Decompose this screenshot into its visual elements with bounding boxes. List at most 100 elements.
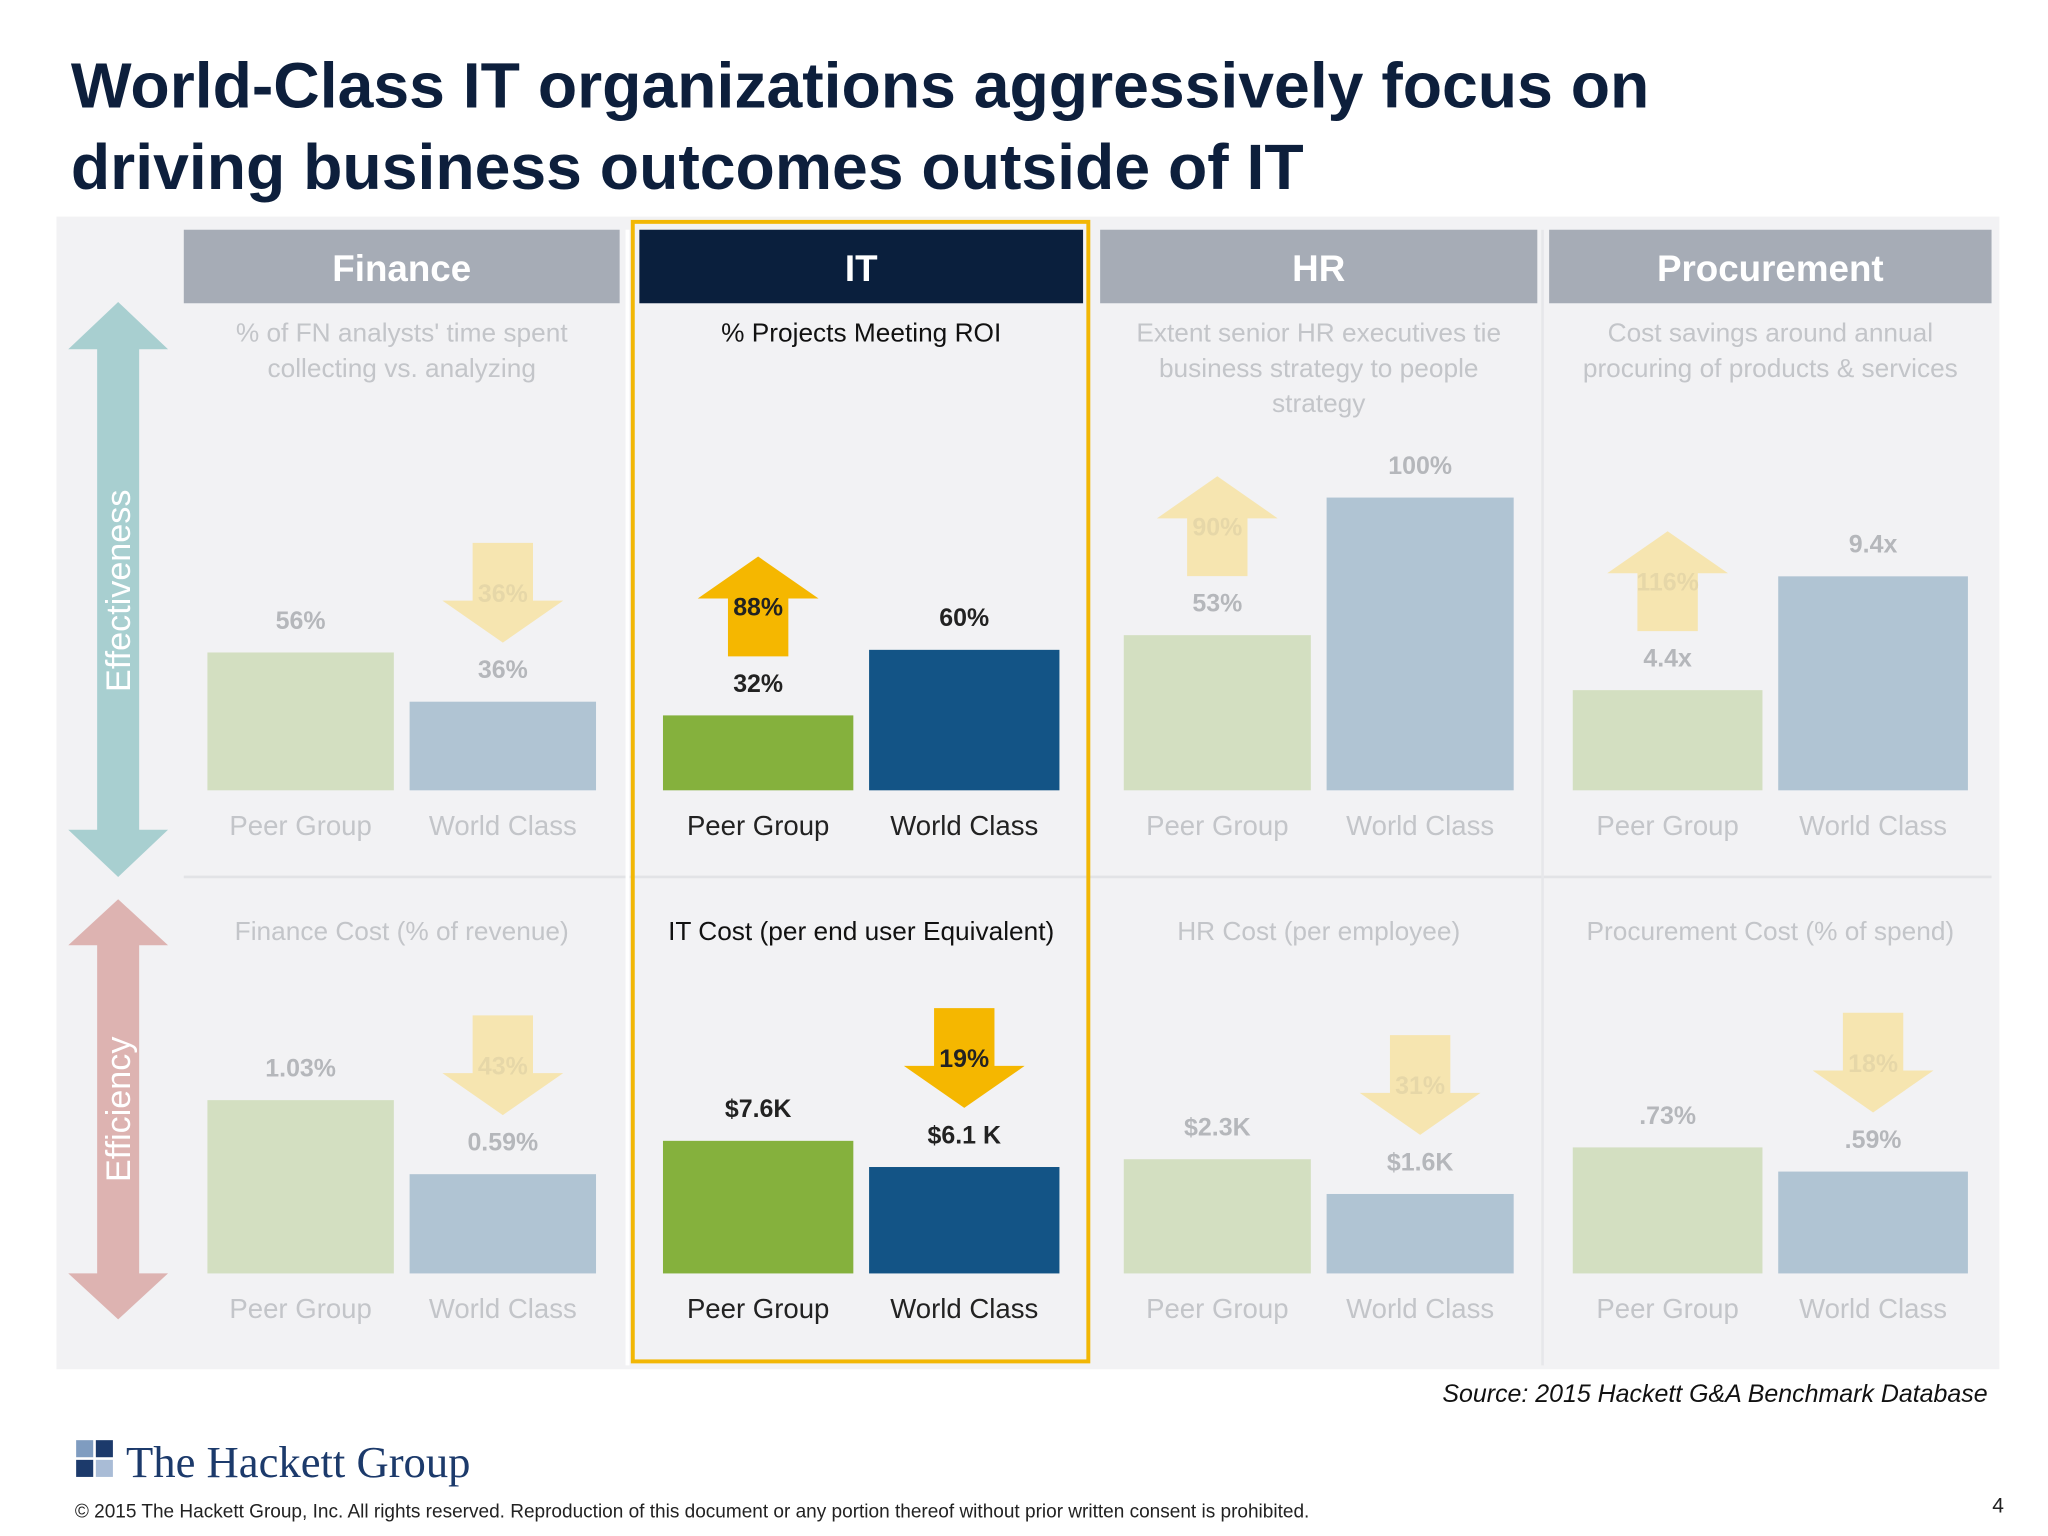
arrow	[697, 556, 819, 657]
column-header-label: Finance	[332, 248, 471, 289]
chart-subtitle: collecting vs. analyzing	[267, 353, 535, 383]
bar	[1572, 690, 1763, 791]
chart-subtitle: Cost savings around annual	[1608, 317, 1933, 347]
arrow-label: 90%	[1192, 513, 1242, 541]
category-label: World Class	[429, 810, 577, 841]
chart: Procurement Cost (% of spend) .73% Peer Gr…	[1572, 916, 1968, 1324]
efficiency-arrow	[68, 899, 169, 1320]
category-label: Peer Group	[229, 810, 371, 841]
value-label: $2.3K	[1184, 1114, 1251, 1142]
value-label: 4.4x	[1643, 645, 1692, 673]
category-label: Peer Group	[687, 810, 829, 841]
bar	[409, 701, 597, 791]
category-label: World Class	[429, 1293, 577, 1324]
arrow-label: 88%	[733, 594, 783, 622]
value-label: $1.6K	[1387, 1148, 1454, 1176]
arrow-label: 116%	[1636, 568, 1698, 596]
value-label: 56%	[276, 607, 326, 635]
value-label: 0.59%	[467, 1129, 538, 1157]
chart-subtitle: HR Cost (per employee)	[1177, 916, 1460, 946]
category-label: Peer Group	[1146, 810, 1288, 841]
bar	[1326, 1193, 1514, 1274]
value-label: 100%	[1388, 452, 1452, 480]
arrow	[442, 542, 564, 643]
category-label: World Class	[890, 1293, 1038, 1324]
chart: IT Cost (per end user Equivalent) $7.6K Pe…	[662, 916, 1060, 1324]
bar	[207, 652, 394, 791]
page-number: 4	[1992, 1494, 2004, 1517]
copyright: © 2015 The Hackett Group, Inc. All right…	[75, 1502, 1309, 1523]
logo-text: The Hackett Group	[126, 1437, 470, 1487]
category-label: Peer Group	[1146, 1293, 1288, 1324]
value-label: .59%	[1845, 1126, 1902, 1154]
chart-subtitle: IT Cost (per end user Equivalent)	[668, 916, 1054, 946]
value-label: 36%	[478, 656, 528, 684]
chart-subtitle: Extent senior HR executives tie	[1136, 317, 1501, 347]
bar	[1123, 635, 1311, 791]
chart: HR Cost (per employee) $2.3K Peer Group $1.…	[1123, 916, 1514, 1324]
column-header	[1100, 229, 1538, 304]
column-header	[1549, 229, 1992, 304]
bar	[1123, 1159, 1311, 1274]
arrow-label: 43%	[478, 1052, 528, 1080]
chart-subtitle: % of FN analysts' time spent	[236, 317, 569, 347]
category-label: Peer Group	[687, 1293, 829, 1324]
chart-subtitle: business strategy to people	[1159, 353, 1479, 383]
bar	[1572, 1147, 1763, 1274]
title-line: driving business outcomes outside of IT	[71, 131, 1304, 203]
value-label: 32%	[733, 670, 783, 698]
arrow-label: 31%	[1395, 1072, 1445, 1100]
arrow	[1812, 1012, 1934, 1113]
chart-subtitle: % Projects Meeting ROI	[721, 317, 1001, 347]
column-header	[183, 229, 620, 304]
chart: % of FN analysts' time spent collecting v…	[207, 317, 597, 841]
chart: Cost savings around annual procuring of p…	[1572, 317, 1968, 841]
arrow	[1156, 476, 1278, 577]
highlight-frame	[630, 219, 1091, 1364]
bar	[409, 1174, 597, 1274]
chart-subtitle: Finance Cost (% of revenue)	[235, 916, 569, 946]
bar	[662, 715, 854, 791]
category-label: Peer Group	[1596, 810, 1738, 841]
arrow	[1359, 1035, 1481, 1135]
arrow-label: 18%	[1848, 1050, 1898, 1078]
chart-subtitle: Procurement Cost (% of spend)	[1587, 916, 1955, 946]
value-label: 53%	[1192, 590, 1242, 618]
chart: Extent senior HR executives tie business …	[1123, 317, 1514, 841]
bar	[1778, 576, 1968, 791]
value-label: 1.03%	[265, 1055, 336, 1083]
logo-icon	[76, 1440, 113, 1477]
row-label: Efficiency	[100, 1037, 138, 1182]
value-label: 9.4x	[1849, 531, 1898, 559]
column-header-label: HR	[1292, 248, 1345, 289]
value-label: $7.6K	[725, 1095, 792, 1123]
bar	[869, 1167, 1060, 1274]
bar	[869, 649, 1060, 791]
effectiveness-arrow	[68, 301, 169, 877]
value-label: $6.1 K	[928, 1121, 1001, 1149]
category-label: Peer Group	[229, 1293, 371, 1324]
bar	[207, 1100, 394, 1274]
category-label: Peer Group	[1596, 1293, 1738, 1324]
category-label: World Class	[1799, 1293, 1947, 1324]
chart-subtitle: strategy	[1272, 388, 1366, 418]
arrow	[903, 1008, 1025, 1108]
bar	[1778, 1171, 1968, 1274]
column-header-label: IT	[845, 248, 878, 289]
title-line: World-Class IT organizations aggressivel…	[71, 50, 1649, 122]
category-label: World Class	[1799, 810, 1947, 841]
category-label: World Class	[890, 810, 1038, 841]
value-label: 60%	[939, 604, 989, 632]
column-header-label: Procurement	[1657, 248, 1884, 289]
category-label: World Class	[1346, 810, 1494, 841]
chart: Finance Cost (% of revenue) 1.03% Peer Gro…	[207, 916, 597, 1324]
arrow-label: 36%	[478, 580, 528, 608]
value-label: .73%	[1639, 1102, 1696, 1130]
chart-subtitle: procuring of products & services	[1583, 353, 1958, 383]
column-header	[639, 229, 1084, 304]
source: Source: 2015 Hackett G&A Benchmark Datab…	[1442, 1380, 1987, 1408]
arrow-label: 19%	[939, 1045, 989, 1073]
category-label: World Class	[1346, 1293, 1494, 1324]
